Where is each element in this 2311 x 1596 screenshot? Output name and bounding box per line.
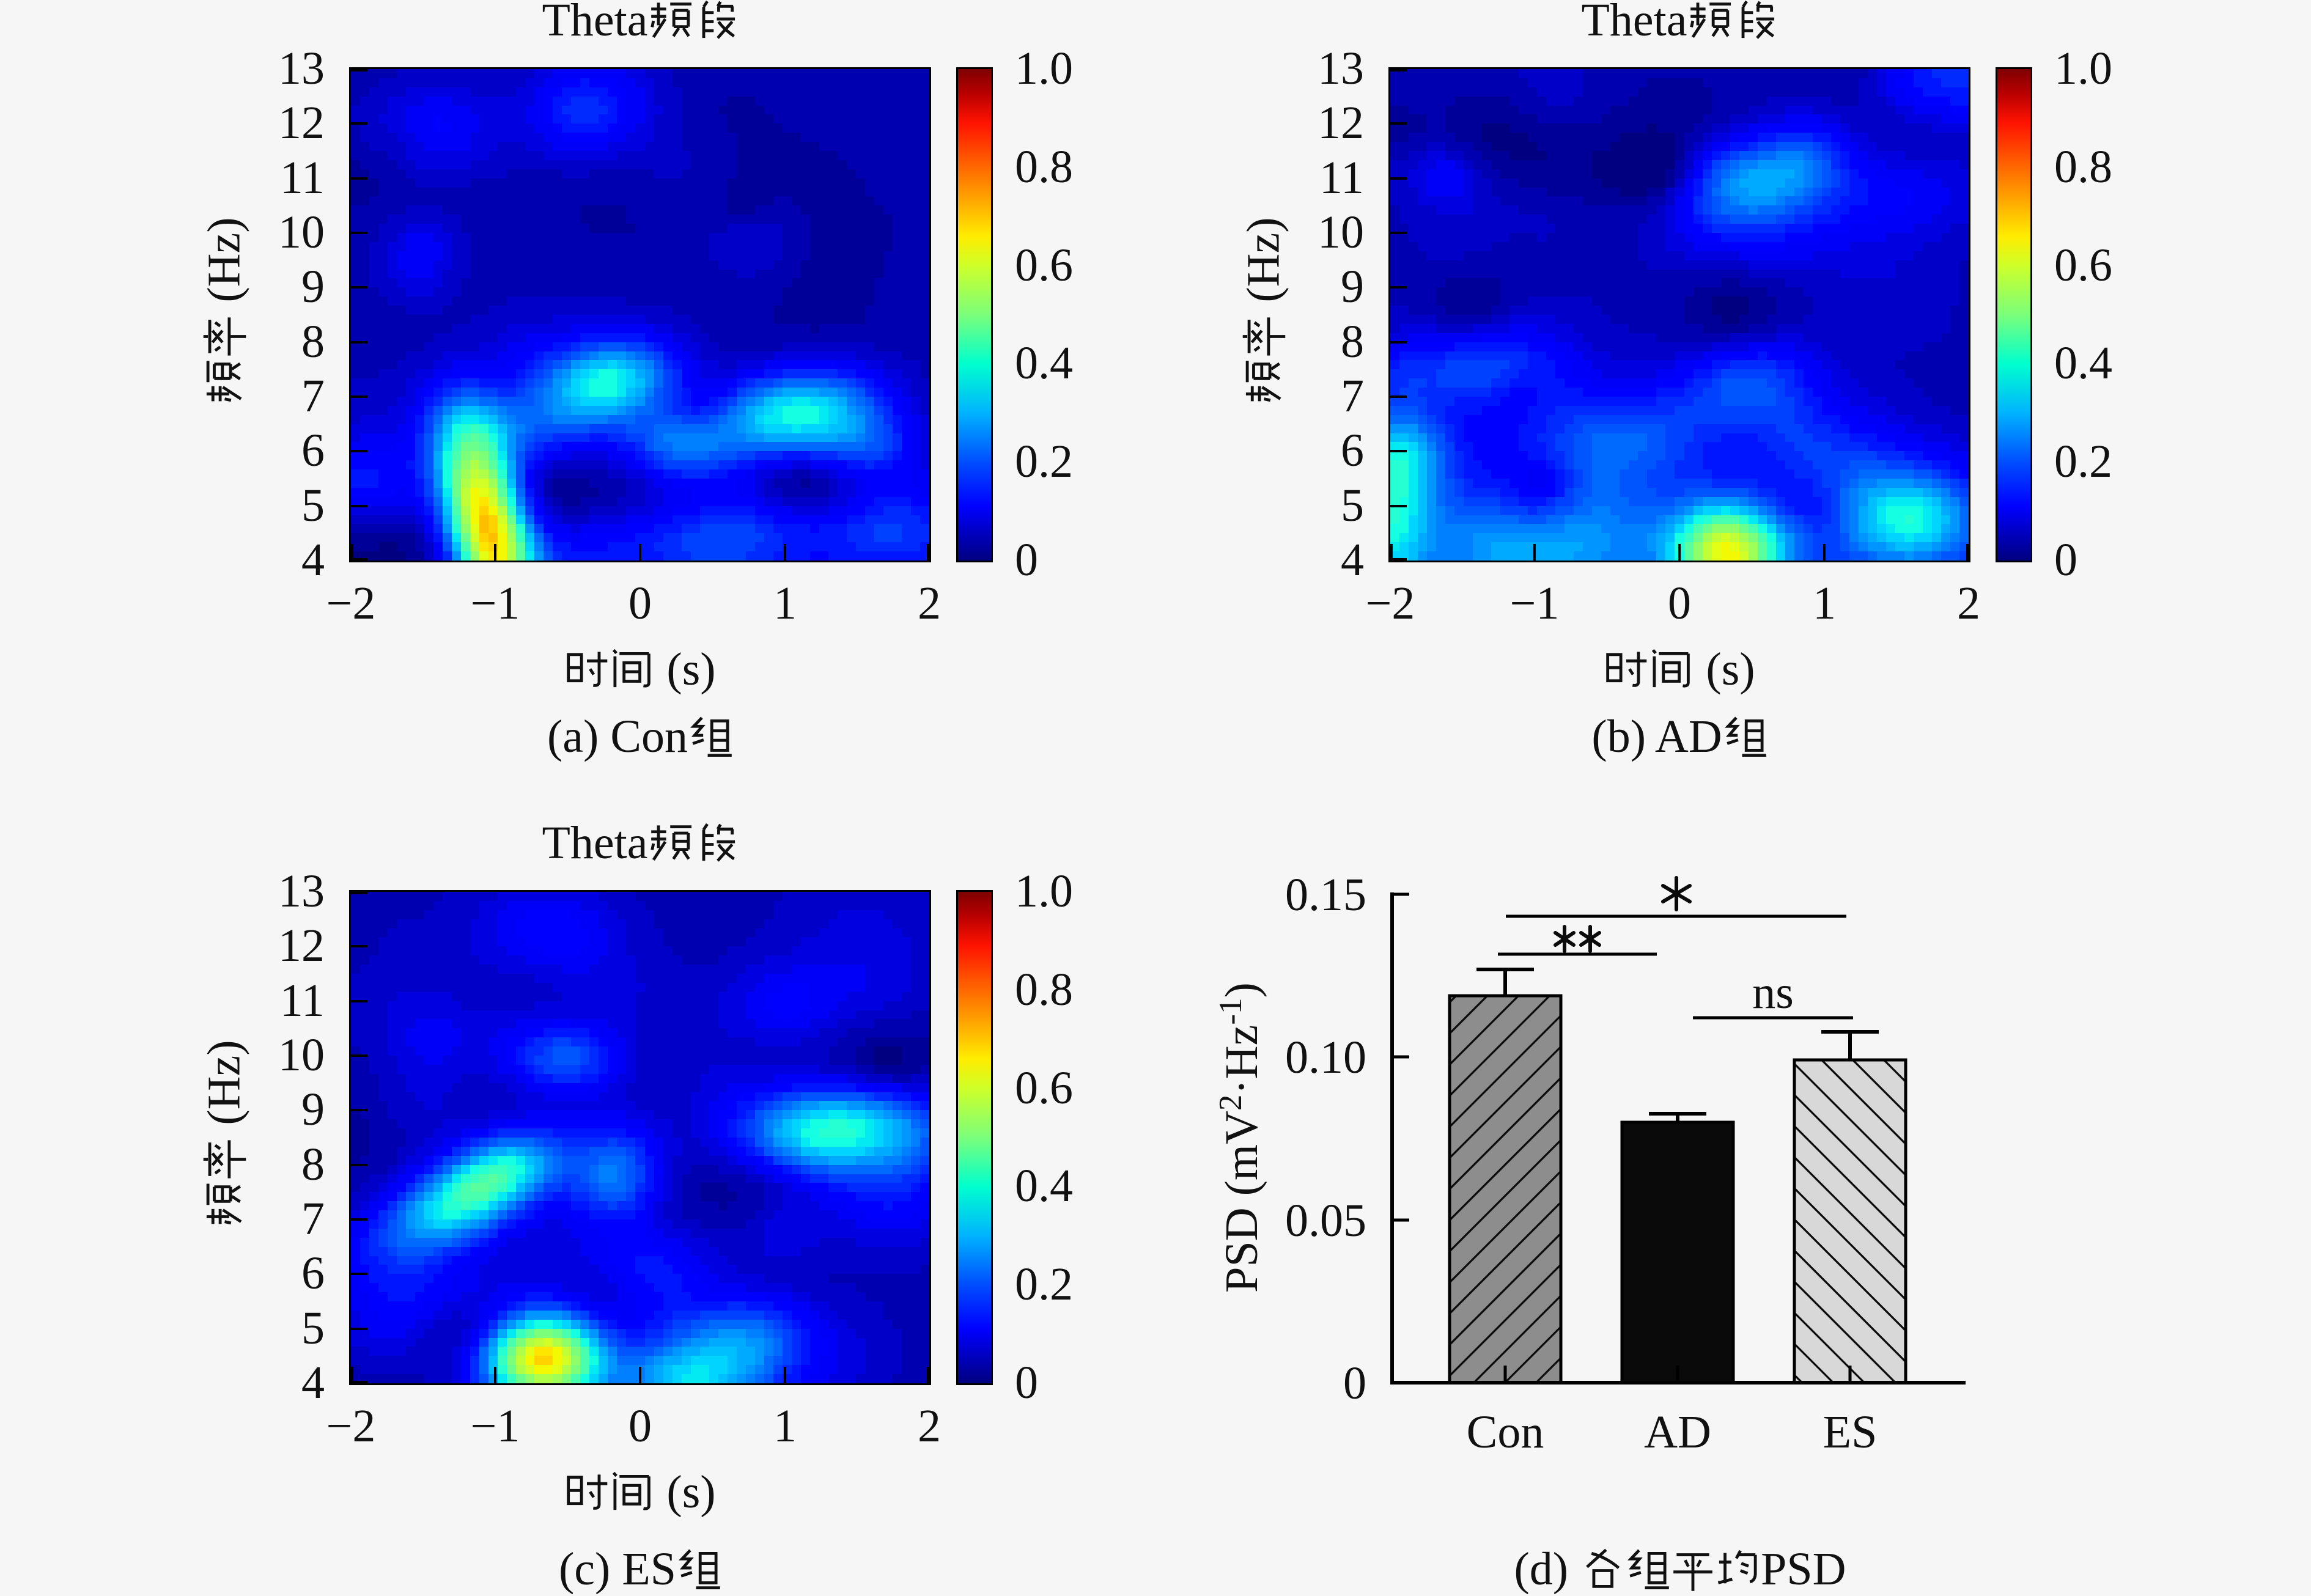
svg-text:ns: ns bbox=[1752, 967, 1794, 1018]
svg-text:0.05: 0.05 bbox=[1285, 1195, 1366, 1246]
svg-text:0: 0 bbox=[1343, 1358, 1366, 1409]
svg-text:0.15: 0.15 bbox=[1285, 869, 1366, 921]
svg-text:0.10: 0.10 bbox=[1285, 1032, 1366, 1083]
svg-text:AD: AD bbox=[1644, 1407, 1711, 1458]
svg-text:ES: ES bbox=[1823, 1407, 1878, 1458]
svg-text:PSD (mV2·Hz-1): PSD (mV2·Hz-1) bbox=[1213, 982, 1267, 1293]
svg-text:Con: Con bbox=[1467, 1407, 1544, 1458]
